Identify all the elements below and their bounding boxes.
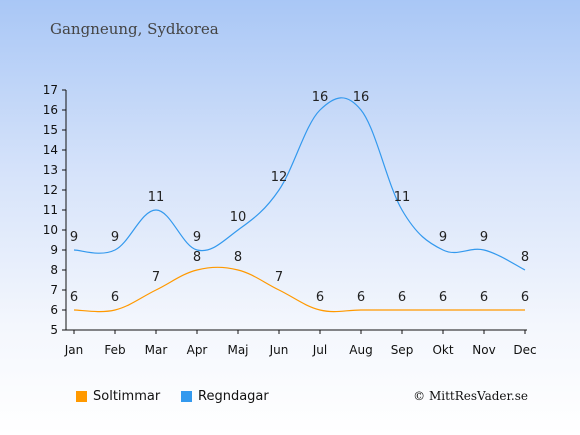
- data-label-sun: 6: [111, 290, 119, 305]
- data-label-sun: 6: [398, 290, 406, 305]
- data-label-sun: 6: [439, 290, 447, 305]
- data-label-sun: 6: [521, 290, 529, 305]
- x-tick-label: Aug: [349, 343, 372, 357]
- data-label-sun: 6: [316, 290, 324, 305]
- data-label-rain: 9: [480, 230, 488, 245]
- data-label-rain: 9: [111, 230, 119, 245]
- data-label-rain: 9: [439, 230, 447, 245]
- x-tick-label: Jan: [64, 343, 84, 357]
- data-label-sun: 7: [152, 270, 160, 285]
- x-tick-label: Jun: [269, 343, 289, 357]
- data-label-sun: 6: [357, 290, 365, 305]
- y-tick-label: 6: [50, 303, 58, 317]
- legend-label-sun: Soltimmar: [93, 389, 161, 404]
- y-tick-label: 13: [43, 163, 58, 177]
- x-tick-label: Mar: [145, 343, 168, 357]
- legend-swatch-sun: [76, 391, 87, 402]
- y-tick-label: 7: [50, 283, 58, 297]
- y-tick-label: 14: [43, 143, 58, 157]
- x-tick-label: Sep: [391, 343, 414, 357]
- series-line-sun: [73, 266, 525, 313]
- y-tick-label: 9: [50, 243, 58, 257]
- credit-text: © MittResVader.se: [413, 389, 528, 403]
- data-label-sun: 7: [275, 270, 283, 285]
- x-tick-label: Jul: [312, 343, 327, 357]
- x-tick-label: Maj: [227, 343, 248, 357]
- y-tick-label: 17: [43, 83, 58, 97]
- y-tick-label: 5: [50, 323, 58, 337]
- x-tick-label: Apr: [187, 343, 208, 357]
- data-label-rain: 10: [230, 210, 247, 225]
- x-tick-label: Feb: [104, 343, 125, 357]
- y-tick-label: 15: [43, 123, 58, 137]
- y-tick-label: 8: [50, 263, 58, 277]
- x-tick-label: Okt: [432, 343, 453, 357]
- y-tick-label: 16: [43, 103, 58, 117]
- data-label-rain: 9: [70, 230, 78, 245]
- data-label-sun: 8: [193, 250, 201, 265]
- data-label-rain: 8: [521, 250, 529, 265]
- legend-swatch-rain: [181, 391, 192, 402]
- data-label-sun: 6: [70, 290, 78, 305]
- x-tick-label: Nov: [472, 343, 495, 357]
- data-label-rain: 11: [394, 190, 411, 205]
- legend-item-rain: Regndagar: [181, 389, 269, 404]
- data-label-rain: 16: [353, 90, 370, 105]
- chart-title: Gangneung, Sydkorea: [50, 20, 219, 38]
- y-tick-label: 12: [43, 183, 58, 197]
- series-line-rain: [73, 97, 526, 271]
- data-label-rain: 12: [271, 170, 288, 185]
- x-tick-label: Dec: [513, 343, 536, 357]
- data-label-sun: 8: [234, 250, 242, 265]
- y-tick-label: 11: [43, 203, 58, 217]
- legend-item-sun: Soltimmar: [76, 389, 160, 404]
- legend-label-rain: Regndagar: [198, 389, 269, 404]
- y-tick-label: 10: [43, 223, 58, 237]
- data-label-rain: 16: [312, 90, 329, 105]
- data-label-rain: 9: [193, 230, 201, 245]
- data-label-rain: 11: [148, 190, 165, 205]
- data-label-sun: 6: [480, 290, 488, 305]
